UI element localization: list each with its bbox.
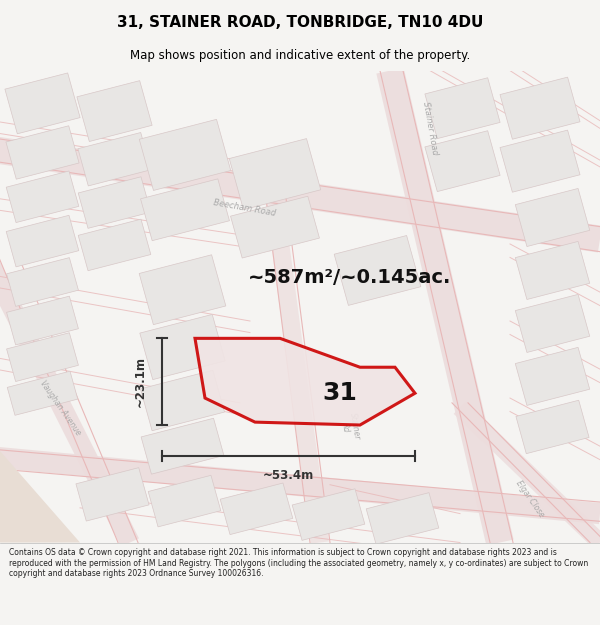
- Polygon shape: [78, 132, 151, 186]
- Polygon shape: [292, 489, 365, 541]
- Polygon shape: [6, 171, 79, 222]
- Polygon shape: [148, 476, 221, 527]
- Text: Contains OS data © Crown copyright and database right 2021. This information is : Contains OS data © Crown copyright and d…: [9, 548, 588, 578]
- Polygon shape: [0, 445, 600, 524]
- Polygon shape: [140, 179, 229, 241]
- Polygon shape: [140, 370, 224, 431]
- Polygon shape: [7, 296, 79, 345]
- Text: Vaughan Avenue: Vaughan Avenue: [38, 379, 82, 437]
- Polygon shape: [334, 236, 421, 306]
- Polygon shape: [0, 451, 80, 542]
- Polygon shape: [77, 81, 152, 141]
- Polygon shape: [141, 418, 224, 474]
- Polygon shape: [6, 126, 79, 179]
- Polygon shape: [515, 294, 590, 352]
- Polygon shape: [515, 348, 590, 406]
- Text: ~53.4m: ~53.4m: [263, 469, 314, 482]
- Polygon shape: [139, 119, 231, 191]
- Text: Stainer Road: Stainer Road: [421, 101, 439, 156]
- Polygon shape: [454, 401, 600, 549]
- Polygon shape: [0, 134, 600, 252]
- Polygon shape: [7, 332, 79, 381]
- Polygon shape: [78, 219, 151, 271]
- Polygon shape: [229, 139, 321, 210]
- Polygon shape: [376, 68, 514, 546]
- Polygon shape: [6, 215, 79, 267]
- Polygon shape: [516, 400, 589, 454]
- Text: Elgar Close: Elgar Close: [514, 479, 546, 519]
- Text: Stainer
Rd: Stainer Rd: [338, 412, 362, 442]
- Text: ~23.1m: ~23.1m: [133, 356, 146, 407]
- Polygon shape: [220, 483, 293, 534]
- Polygon shape: [515, 241, 590, 299]
- Text: Beecham Road: Beecham Road: [213, 198, 277, 218]
- Polygon shape: [500, 130, 580, 192]
- Polygon shape: [5, 73, 80, 134]
- Text: 31: 31: [323, 381, 358, 405]
- Polygon shape: [0, 240, 139, 547]
- Text: ~587m²/~0.145ac.: ~587m²/~0.145ac.: [248, 268, 452, 287]
- Polygon shape: [425, 131, 500, 192]
- Text: 31, STAINER ROAD, TONBRIDGE, TN10 4DU: 31, STAINER ROAD, TONBRIDGE, TN10 4DU: [117, 14, 483, 29]
- Polygon shape: [515, 189, 590, 246]
- Text: Map shows position and indicative extent of the property.: Map shows position and indicative extent…: [130, 49, 470, 62]
- Polygon shape: [366, 492, 439, 544]
- Polygon shape: [7, 258, 79, 306]
- Polygon shape: [7, 371, 78, 415]
- Polygon shape: [140, 314, 225, 379]
- Polygon shape: [425, 78, 500, 139]
- Polygon shape: [261, 166, 329, 544]
- Polygon shape: [230, 196, 319, 258]
- Polygon shape: [500, 77, 580, 139]
- Polygon shape: [78, 177, 151, 228]
- Polygon shape: [139, 255, 226, 324]
- Polygon shape: [195, 338, 415, 425]
- Polygon shape: [76, 468, 149, 521]
